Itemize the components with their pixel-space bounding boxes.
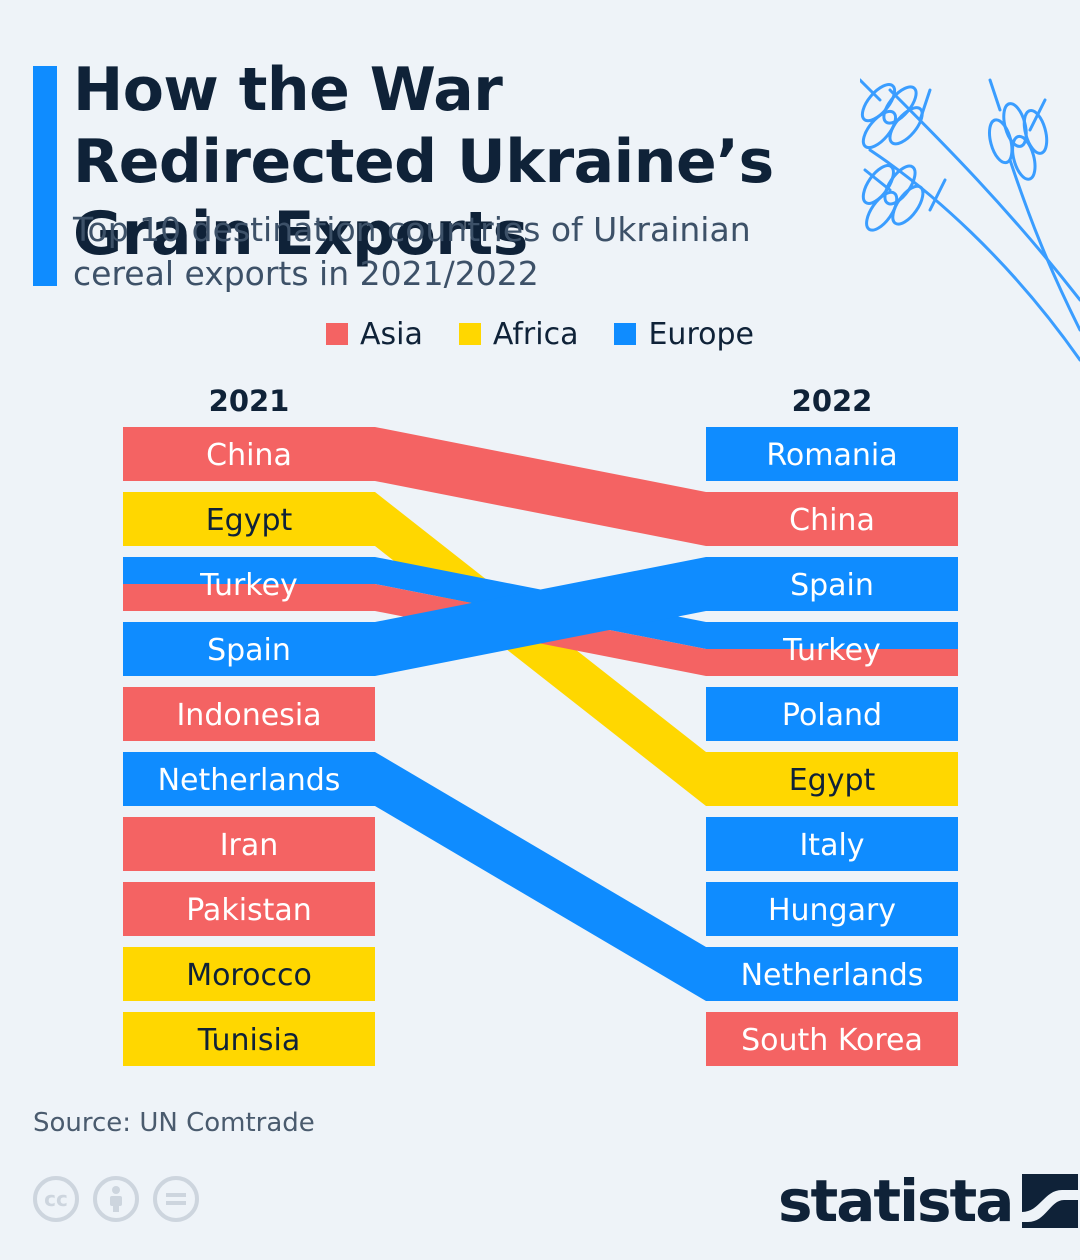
legend-item-africa: Africa [458, 316, 579, 352]
connector-netherlands [375, 752, 706, 1001]
right-egypt-label: Egypt [789, 763, 876, 798]
right-china-box [706, 492, 958, 546]
source-note: Source: UN Comtrade [33, 1108, 315, 1138]
right-italy-box [706, 817, 958, 871]
year-label-2021: 2021 [208, 384, 290, 418]
legend-label-asia: Asia [360, 316, 423, 352]
cc-icon: cc [33, 1176, 79, 1222]
wheat-icon [860, 78, 1080, 362]
right-poland-box [706, 687, 958, 741]
left-tunisia-box [123, 1012, 375, 1066]
chart-title: How the War Redirected Ukraine’s Grain E… [73, 55, 774, 269]
right-south-korea-box [706, 1012, 958, 1066]
connector-spain [375, 557, 706, 676]
left-turkey-stripe [123, 584, 375, 611]
year-label-2022: 2022 [791, 384, 873, 418]
legend-swatch-africa [458, 323, 481, 345]
license-icons: cc [33, 1176, 199, 1222]
left-egypt-box [123, 492, 375, 546]
right-romania-box [706, 427, 958, 481]
left-pakistan-label: Pakistan [186, 893, 312, 928]
right-netherlands-box [706, 947, 958, 1001]
right-spain-label: Spain [790, 568, 874, 603]
right-italy-label: Italy [799, 828, 864, 863]
right-romania-label: Romania [766, 438, 897, 473]
right-hungary-label: Hungary [768, 893, 896, 928]
attribution-icon [93, 1176, 139, 1222]
left-egypt-label: Egypt [206, 503, 293, 538]
legend: Asia Africa Europe [0, 314, 1080, 354]
statista-logo: statista [778, 1166, 1079, 1236]
left-china-label: China [206, 438, 292, 473]
left-netherlands-label: Netherlands [158, 763, 341, 798]
no-derivatives-icon [153, 1176, 199, 1222]
right-hungary-box [706, 882, 958, 936]
legend-swatch-europe [614, 323, 637, 345]
legend-label-europe: Europe [648, 316, 754, 352]
left-morocco-label: Morocco [186, 958, 312, 993]
accent-bar [33, 66, 57, 286]
statista-mark-icon [1022, 1174, 1079, 1228]
right-netherlands-label: Netherlands [741, 958, 924, 993]
right-south-korea-label: South Korea [741, 1023, 923, 1058]
chart-subtitle: Top 10 destination countries of Ukrainia… [73, 210, 751, 293]
legend-swatch-asia [326, 323, 349, 345]
right-spain-box [706, 557, 958, 611]
left-spain-label: Spain [207, 633, 291, 668]
left-netherlands-box [123, 752, 375, 806]
left-china-box [123, 427, 375, 481]
left-morocco-box [123, 947, 375, 1001]
connector-egypt [375, 492, 706, 806]
left-iran-label: Iran [220, 828, 279, 863]
left-turkey-label: Turkey [199, 568, 298, 603]
left-indonesia-label: Indonesia [176, 698, 321, 733]
right-poland-label: Poland [782, 698, 882, 733]
right-egypt-box [706, 752, 958, 806]
connector-china [375, 427, 706, 546]
left-tunisia-label: Tunisia [197, 1023, 300, 1058]
left-indonesia-box [123, 687, 375, 741]
left-pakistan-box [123, 882, 375, 936]
left-spain-box [123, 622, 375, 676]
right-turkey-stripe [706, 649, 958, 676]
right-turkey-label: Turkey [782, 633, 881, 668]
legend-item-europe: Europe [614, 317, 754, 352]
legend-label-africa: Africa [492, 316, 579, 352]
right-china-label: China [789, 503, 875, 538]
left-iran-box [123, 817, 375, 871]
brand-wordmark: statista [778, 1167, 1014, 1235]
legend-item-asia: Asia [326, 317, 423, 352]
